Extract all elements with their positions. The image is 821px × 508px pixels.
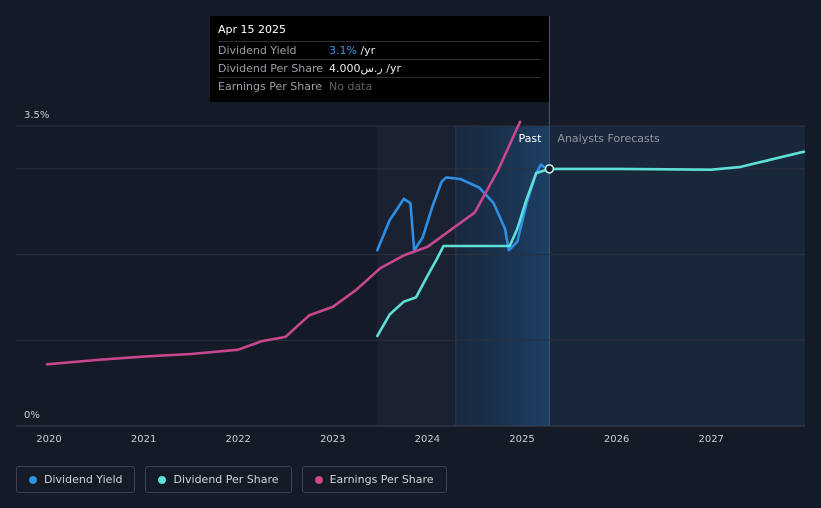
past-highlight-band: [455, 126, 550, 426]
x-tick-label: 2024: [415, 434, 440, 445]
legend-item-dividend-yield[interactable]: Dividend Yield: [16, 466, 136, 493]
forecast-region-band: [549, 126, 805, 426]
tooltip-label: Dividend Yield: [218, 44, 297, 57]
legend-label: Dividend Yield: [44, 473, 123, 486]
x-tick-label: 2025: [509, 434, 534, 445]
legend-dot-icon: [158, 475, 167, 484]
legend-item-dividend-per-share[interactable]: Dividend Per Share: [145, 466, 292, 493]
tooltip-number: 3.1%: [329, 44, 357, 57]
tooltip-value: No data: [329, 80, 373, 93]
tooltip-value: 4.000ر.س /yr: [329, 60, 401, 77]
legend: Dividend Yield Dividend Per Share Earnin…: [16, 466, 447, 493]
tooltip-unit: /yr: [382, 62, 401, 75]
legend-label: Earnings Per Share: [329, 473, 434, 486]
y-tick-label: 0%: [24, 410, 40, 421]
forecast-label: Analysts Forecasts: [557, 132, 660, 145]
past-label: Past: [518, 132, 542, 145]
current-value-marker: [544, 164, 555, 174]
tooltip-unit: /yr: [356, 44, 376, 57]
x-tick-label: 2022: [225, 434, 250, 445]
x-tick-label: 2020: [36, 434, 61, 445]
tooltip-row-dividend-yield: Dividend Yield 3.1% /yr: [218, 41, 541, 59]
series-line-earnings-per-share: [45, 120, 522, 366]
tooltip: Apr 15 2025 Dividend Yield 3.1% /yr Divi…: [210, 16, 549, 102]
series-line-dividend-per-share: [376, 150, 806, 338]
tooltip-number: 4.000ر.س: [329, 62, 383, 75]
x-tick-label: 2021: [131, 434, 156, 445]
legend-dot-icon: [29, 475, 37, 484]
legend-item-earnings-per-share[interactable]: Earnings Per Share: [301, 466, 447, 493]
x-tick-label: 2027: [698, 434, 723, 445]
tooltip-label: Earnings Per Share: [218, 80, 323, 93]
chart-area: 3.5% 0% 2020 2021 2022 2023 2024 2025 2026 2027 Pa…: [16, 16, 806, 445]
y-tick-label: 3.5%: [24, 110, 49, 121]
tooltip-row-dividend-per-share: Dividend Per Share 4.000ر.س /yr: [218, 59, 541, 77]
x-tick-label: 2026: [604, 434, 629, 445]
tooltip-value: 3.1% /yr: [329, 42, 375, 59]
legend-dot-icon: [314, 475, 323, 484]
tooltip-date: Apr 15 2025: [218, 23, 287, 36]
x-tick-label: 2023: [320, 434, 345, 445]
legend-label: Dividend Per Share: [173, 473, 279, 486]
tooltip-row-earnings-per-share: Earnings Per Share No data: [218, 77, 541, 95]
past-region-band: [377, 126, 456, 426]
tooltip-label: Dividend Per Share: [218, 62, 324, 75]
